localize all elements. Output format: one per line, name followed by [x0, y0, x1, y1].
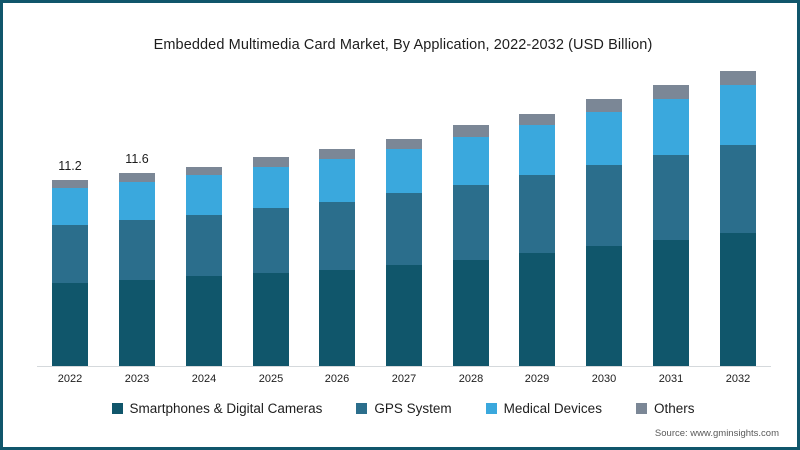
bar-2028	[453, 125, 489, 366]
bar-segment-medical-devices-2027	[386, 148, 422, 194]
bar-segment-gps-system-2030	[586, 165, 622, 247]
x-axis-line	[37, 366, 771, 367]
x-tick-2031: 2031	[658, 373, 684, 385]
x-tick-2029: 2029	[524, 373, 550, 385]
x-tick-2026: 2026	[324, 373, 350, 385]
bar-2032	[720, 70, 756, 366]
legend-label: Others	[653, 401, 695, 416]
bar-segment-others-2032	[720, 70, 756, 86]
x-tick-2023: 2023	[124, 373, 150, 385]
bar-segment-others-2027	[386, 138, 422, 149]
legend-swatch-icon	[485, 403, 497, 414]
x-tick-2030: 2030	[591, 373, 617, 385]
bar-segment-gps-system-2028	[453, 185, 489, 260]
legend-item-others[interactable]: Others	[635, 401, 695, 416]
bar-segment-medical-devices-2022	[52, 188, 88, 225]
bar-segment-smartphones-digital-cameras-2026	[319, 269, 355, 366]
bar-segment-gps-system-2026	[319, 201, 355, 270]
bar-segment-others-2023	[119, 173, 155, 182]
bar-value-label-2023: 11.6	[125, 152, 149, 167]
legend-item-smartphones-digital-cameras[interactable]: Smartphones & Digital Cameras	[111, 401, 323, 416]
x-tick-2025: 2025	[258, 373, 284, 385]
bar-segment-others-2028	[453, 125, 489, 137]
bar-segment-medical-devices-2029	[519, 125, 555, 176]
bar-segment-medical-devices-2026	[319, 158, 355, 202]
source-note: Source: www.gminsights.com	[654, 428, 779, 439]
bar-segment-medical-devices-2032	[720, 85, 756, 146]
bar-segment-medical-devices-2023	[119, 181, 155, 220]
bar-segment-others-2022	[52, 180, 88, 189]
bar-segment-others-2031	[653, 85, 689, 99]
legend-swatch-icon	[356, 403, 368, 414]
bar-segment-smartphones-digital-cameras-2027	[386, 264, 422, 366]
bar-2024	[186, 166, 222, 366]
x-tick-2027: 2027	[391, 373, 417, 385]
bar-segment-smartphones-digital-cameras-2023	[119, 279, 155, 366]
bar-2023	[119, 173, 155, 366]
bar-segment-others-2026	[319, 148, 355, 159]
bar-segment-others-2029	[519, 113, 555, 126]
legend-label: GPS System	[374, 401, 452, 416]
bar-segment-smartphones-digital-cameras-2024	[186, 276, 222, 366]
bar-segment-gps-system-2032	[720, 145, 756, 234]
bar-segment-gps-system-2027	[386, 193, 422, 265]
bar-segment-medical-devices-2025	[253, 166, 289, 209]
bar-segment-medical-devices-2031	[653, 98, 689, 156]
bar-segment-smartphones-digital-cameras-2031	[653, 239, 689, 366]
legend-item-gps-system[interactable]: GPS System	[356, 401, 452, 416]
bar-segment-gps-system-2031	[653, 155, 689, 240]
chart-title: Embedded Multimedia Card Market, By Appl…	[153, 37, 653, 53]
bar-segment-gps-system-2023	[119, 219, 155, 280]
bar-segment-smartphones-digital-cameras-2022	[52, 282, 88, 366]
bar-2027	[386, 138, 422, 366]
x-tick-2028: 2028	[458, 373, 484, 385]
bar-segment-smartphones-digital-cameras-2028	[453, 259, 489, 366]
bar-2026	[319, 148, 355, 366]
legend-label: Smartphones & Digital Cameras	[129, 401, 323, 416]
bar-segment-gps-system-2024	[186, 214, 222, 277]
bar-segment-smartphones-digital-cameras-2029	[519, 253, 555, 366]
bar-segment-smartphones-digital-cameras-2025	[253, 273, 289, 366]
bar-segment-others-2030	[586, 98, 622, 113]
legend-swatch-icon	[111, 403, 123, 414]
bar-segment-others-2025	[253, 156, 289, 167]
x-tick-2022: 2022	[57, 373, 83, 385]
bar-value-label-2022: 11.2	[58, 159, 82, 174]
bar-2025	[253, 156, 289, 366]
bar-segment-medical-devices-2028	[453, 136, 489, 186]
legend-item-medical-devices[interactable]: Medical Devices	[485, 401, 602, 416]
bar-segment-gps-system-2022	[52, 224, 88, 283]
bar-2031	[653, 85, 689, 366]
x-tick-2024: 2024	[191, 373, 217, 385]
x-tick-2032: 2032	[725, 373, 751, 385]
bar-segment-medical-devices-2024	[186, 175, 222, 215]
bar-segment-medical-devices-2030	[586, 112, 622, 166]
bar-2029	[519, 113, 555, 366]
legend-label: Medical Devices	[503, 401, 602, 416]
bar-segment-gps-system-2029	[519, 175, 555, 254]
bar-2030	[586, 98, 622, 366]
bar-2022	[52, 180, 88, 366]
legend-swatch-icon	[635, 403, 647, 414]
chart-legend: Smartphones & Digital Cameras GPS System M…	[3, 401, 800, 416]
bar-segment-smartphones-digital-cameras-2032	[720, 233, 756, 366]
bar-segment-gps-system-2025	[253, 208, 289, 274]
bar-segment-smartphones-digital-cameras-2030	[586, 246, 622, 366]
bar-segment-others-2024	[186, 166, 222, 176]
